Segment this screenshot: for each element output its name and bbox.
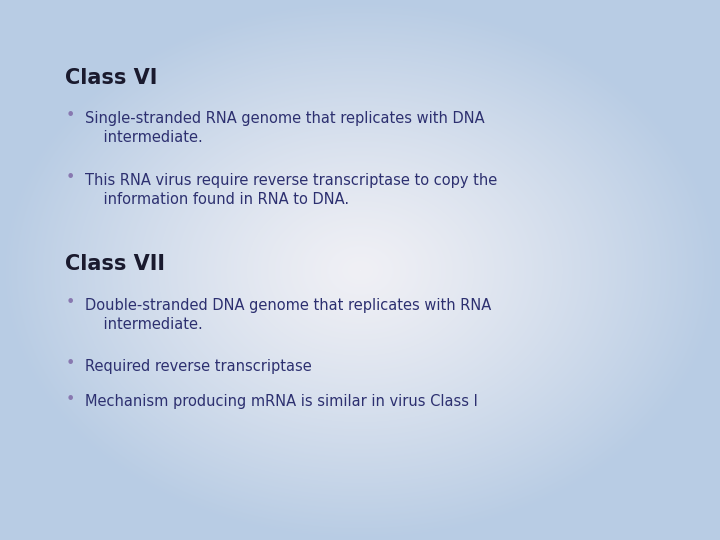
Text: •: • — [66, 295, 75, 310]
Text: Mechanism producing mRNA is similar in virus Class I: Mechanism producing mRNA is similar in v… — [85, 394, 478, 409]
Text: Double-stranded DNA genome that replicates with RNA
    intermediate.: Double-stranded DNA genome that replicat… — [85, 298, 491, 332]
Text: Class VII: Class VII — [65, 254, 165, 274]
Text: Single-stranded RNA genome that replicates with DNA
    intermediate.: Single-stranded RNA genome that replicat… — [85, 111, 485, 145]
Text: •: • — [66, 392, 75, 407]
Text: •: • — [66, 170, 75, 185]
Text: Class VI: Class VI — [65, 68, 157, 87]
Text: •: • — [66, 356, 75, 372]
Text: This RNA virus require reverse transcriptase to copy the
    information found i: This RNA virus require reverse transcrip… — [85, 173, 498, 207]
Text: •: • — [66, 108, 75, 123]
Text: Required reverse transcriptase: Required reverse transcriptase — [85, 359, 312, 374]
